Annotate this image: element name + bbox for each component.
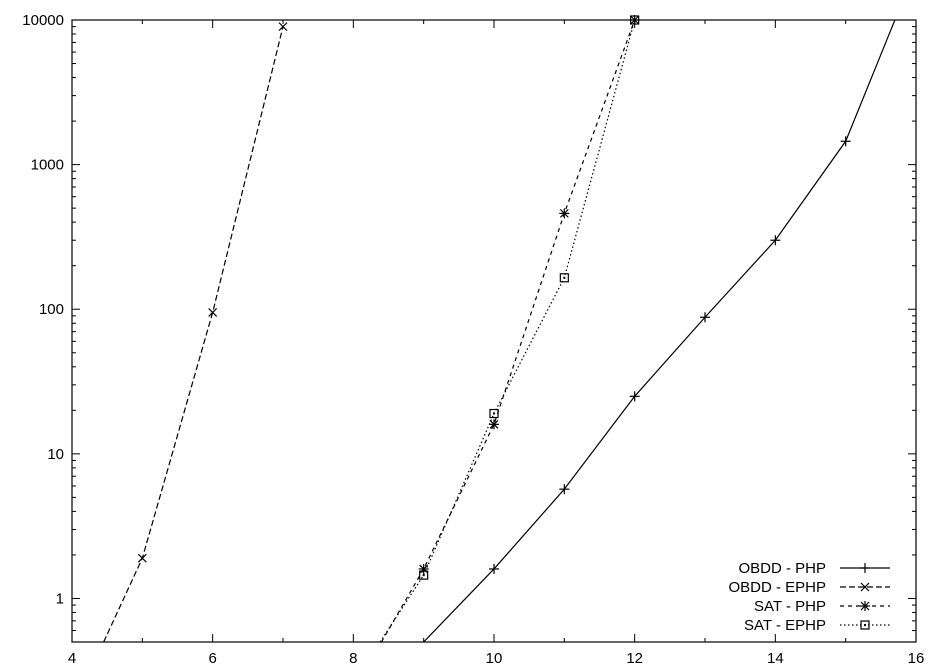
y-tick-label: 10 <box>47 446 64 463</box>
series-line <box>104 27 283 642</box>
data-point <box>209 308 217 316</box>
legend-entry: OBDD - EPHP <box>728 579 890 596</box>
data-point <box>841 136 851 146</box>
legend-entry: SAT - EPHP <box>744 617 890 634</box>
legend-marker <box>860 601 870 611</box>
series-line <box>381 20 634 642</box>
data-point <box>559 208 569 218</box>
legend-marker <box>860 563 870 573</box>
legend: OBDD - PHP OBDD - EPHP SAT - PHP SAT - EPHP <box>728 560 890 634</box>
legend-marker <box>861 621 869 629</box>
x-tick-label: 16 <box>908 650 925 667</box>
x-tick-label: 10 <box>486 650 503 667</box>
x-tick-label: 8 <box>349 650 357 667</box>
data-point <box>138 554 146 562</box>
series-line <box>380 20 635 642</box>
legend-entry: OBDD - PHP <box>738 560 890 577</box>
legend-label: OBDD - PHP <box>738 560 826 577</box>
x-tick-label: 4 <box>68 650 76 667</box>
series-obdd-ephp <box>104 23 287 642</box>
x-tick-label: 14 <box>767 650 784 667</box>
series-obdd-php <box>424 20 895 642</box>
series-line <box>424 20 895 642</box>
plot-area <box>104 15 895 642</box>
data-point <box>560 274 568 282</box>
legend-label: OBDD - EPHP <box>728 579 826 596</box>
series-sat-ephp <box>380 16 639 642</box>
y-tick-label: 1000 <box>31 157 64 174</box>
x-tick-label: 12 <box>626 650 643 667</box>
data-point <box>490 410 498 418</box>
y-tick-label: 10000 <box>22 12 64 29</box>
plot-frame <box>72 20 916 642</box>
y-tick-label: 100 <box>39 301 64 318</box>
legend-entry: SAT - PHP <box>754 598 890 615</box>
legend-label: SAT - PHP <box>754 598 826 615</box>
y-tick-label: 1 <box>56 590 64 607</box>
x-tick-label: 6 <box>208 650 216 667</box>
series-sat-php <box>381 15 639 642</box>
legend-label: SAT - EPHP <box>744 617 826 634</box>
data-point <box>489 419 499 429</box>
